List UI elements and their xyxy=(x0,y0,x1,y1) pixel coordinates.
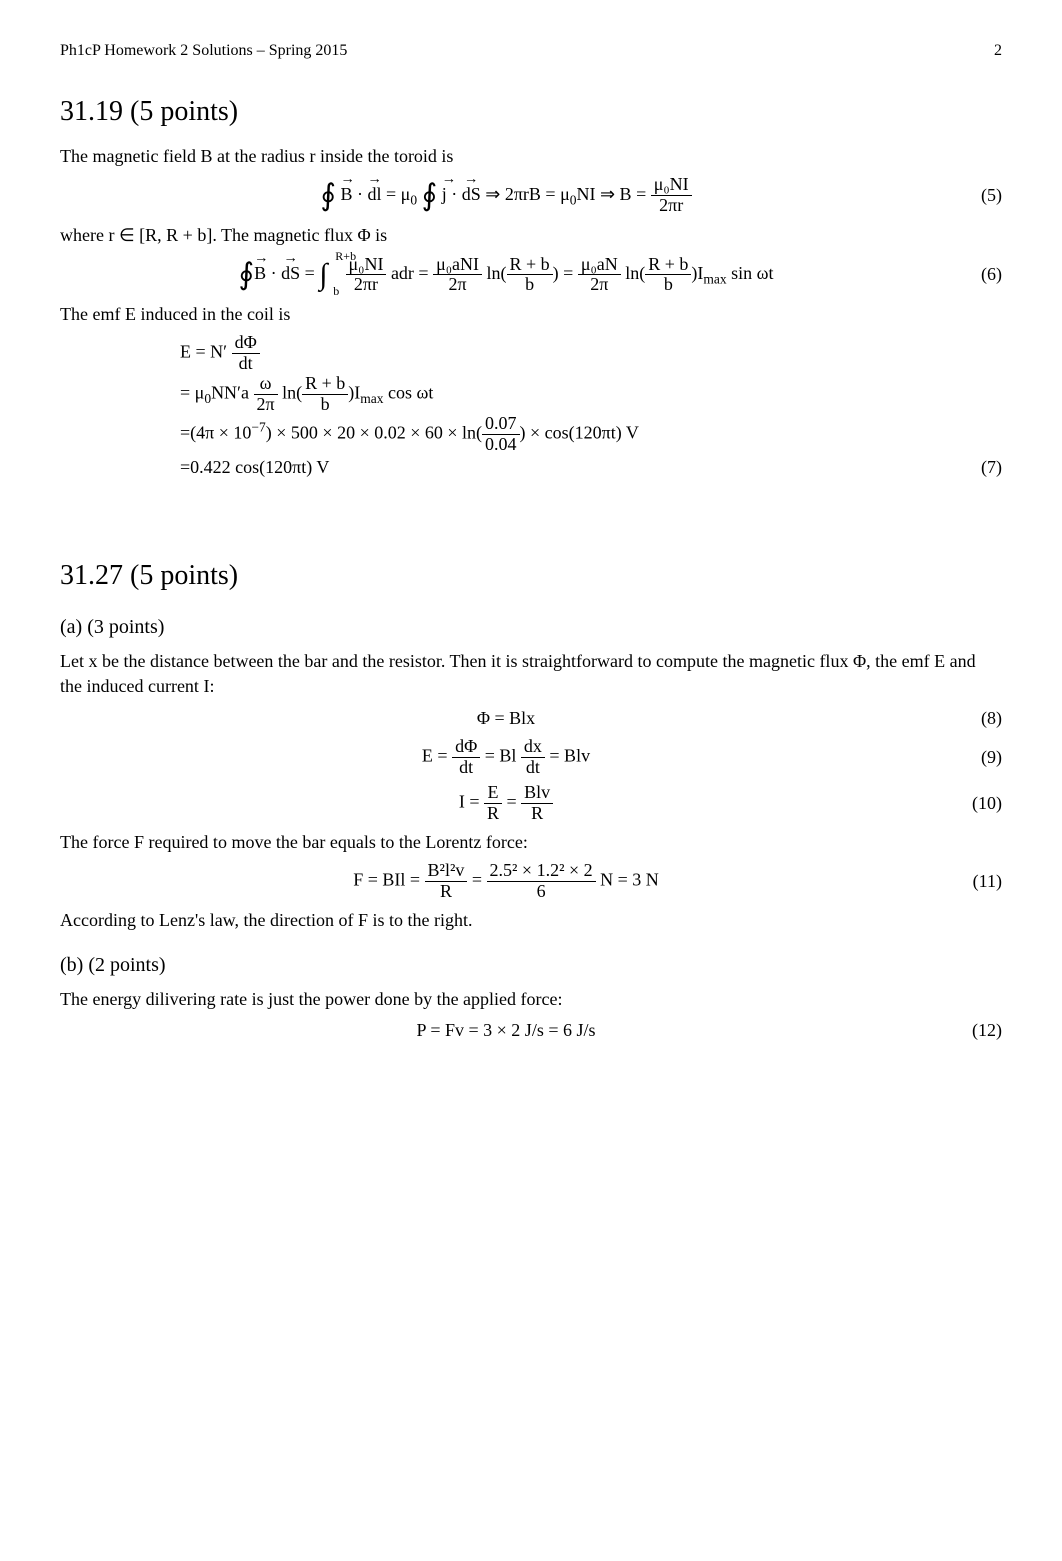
equation-6: ∮B · dS = ∫R+bb μ₀NI2πr adr = μ₀aNI2π ln… xyxy=(60,254,1002,296)
eq11-number: (11) xyxy=(952,869,1002,894)
eq9-body: E = dΦdt = Bl dxdt = Blv xyxy=(60,737,952,778)
equation-12: P = Fv = 3 × 2 J/s = 6 J/s (12) xyxy=(60,1018,1002,1043)
equation-5: ∮ B · dl = μ0 ∮ j · dS ⇒ 2πrB = μ0NI ⇒ B… xyxy=(60,175,1002,217)
eq10-body: I = ER = BlvR xyxy=(60,783,952,824)
header-left: Ph1cP Homework 2 Solutions – Spring 2015 xyxy=(60,42,347,59)
para-a3: According to Lenz's law, the direction o… xyxy=(60,908,1002,933)
para-1: The magnetic field B at the radius r ins… xyxy=(60,144,1002,169)
equation-10: I = ER = BlvR (10) xyxy=(60,783,1002,824)
para-b1: The energy dilivering rate is just the p… xyxy=(60,987,1002,1012)
eq11-body: F = BIl = B²l²vR = 2.5² × 1.2² × 26 N = … xyxy=(60,861,952,902)
page-header: Ph1cP Homework 2 Solutions – Spring 2015… xyxy=(60,40,1002,62)
eq5-body: ∮ B · dl = μ0 ∮ j · dS ⇒ 2πrB = μ0NI ⇒ B… xyxy=(60,175,952,217)
eq10-number: (10) xyxy=(952,791,1002,816)
equation-8: Φ = Blx (8) xyxy=(60,706,1002,731)
eq8-body: Φ = Blx xyxy=(60,706,952,731)
subsection-a: (a) (3 points) xyxy=(60,613,1002,641)
eq7-body: E = N′ dΦdt = μ0NN′a ω2π ln(R + bb)Imax … xyxy=(60,333,952,480)
para-3: The emf E induced in the coil is xyxy=(60,302,1002,327)
equation-9: E = dΦdt = Bl dxdt = Blv (9) xyxy=(60,737,1002,778)
eq12-body: P = Fv = 3 × 2 J/s = 6 J/s xyxy=(60,1018,952,1043)
para-2: where r ∈ [R, R + b]. The magnetic flux … xyxy=(60,223,1002,248)
eq6-body: ∮B · dS = ∫R+bb μ₀NI2πr adr = μ₀aNI2π ln… xyxy=(60,254,952,296)
eq6-number: (6) xyxy=(952,262,1002,287)
eq7-number: (7) xyxy=(952,455,1002,480)
subsection-b: (b) (2 points) xyxy=(60,951,1002,979)
section-title-1: 31.19 (5 points) xyxy=(60,92,1002,131)
page-number: 2 xyxy=(994,40,1002,62)
section-title-2: 31.27 (5 points) xyxy=(60,556,1002,595)
eq5-number: (5) xyxy=(952,183,1002,208)
para-a2: The force F required to move the bar equ… xyxy=(60,830,1002,855)
equation-7: E = N′ dΦdt = μ0NN′a ω2π ln(R + bb)Imax … xyxy=(60,333,1002,480)
para-a1: Let x be the distance between the bar an… xyxy=(60,649,1002,699)
eq9-number: (9) xyxy=(952,745,1002,770)
eq8-number: (8) xyxy=(952,706,1002,731)
eq12-number: (12) xyxy=(952,1018,1002,1043)
equation-11: F = BIl = B²l²vR = 2.5² × 1.2² × 26 N = … xyxy=(60,861,1002,902)
